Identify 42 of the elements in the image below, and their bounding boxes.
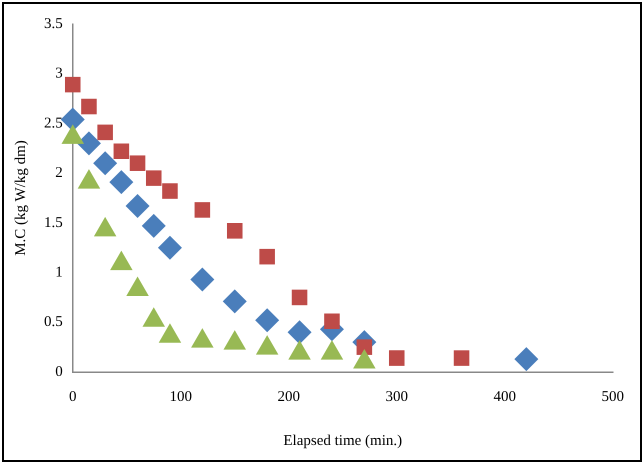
point — [190, 268, 214, 292]
y-tick-label: 2.5 — [44, 115, 63, 132]
x-tick-label: 300 — [386, 388, 408, 405]
x-tick-label: 200 — [278, 388, 300, 405]
point — [454, 350, 470, 366]
y-tick-label: 0.5 — [44, 314, 63, 330]
point — [93, 151, 118, 176]
point — [259, 248, 275, 264]
point — [158, 236, 182, 260]
y-tick-label: 0 — [55, 364, 63, 380]
y-tick-label: 3 — [55, 66, 63, 82]
point — [97, 124, 113, 140]
point — [142, 214, 166, 238]
y-tick-label: 3.5 — [44, 16, 63, 32]
x-tick-label: 500 — [602, 388, 624, 405]
point — [146, 170, 162, 186]
point — [255, 308, 280, 332]
x-axis-title: Elapsed time (min.) — [283, 432, 402, 449]
y-tick-label: 1.5 — [44, 214, 63, 231]
x-tick-label: 100 — [170, 388, 192, 405]
point — [76, 131, 101, 156]
point — [388, 350, 405, 366]
y-tick-label: 1 — [55, 264, 63, 281]
y-axis-title: M.C (kg W/kg dm) — [12, 140, 29, 256]
point — [194, 202, 210, 218]
x-tick-label: 400 — [494, 388, 516, 405]
y-tick-label: 2 — [55, 165, 63, 182]
point — [292, 290, 308, 306]
point — [81, 98, 97, 114]
point — [324, 314, 340, 330]
point — [356, 339, 372, 355]
point — [64, 76, 81, 92]
point — [109, 170, 134, 194]
point — [222, 289, 247, 314]
point — [114, 143, 130, 160]
point — [126, 194, 150, 218]
point — [288, 320, 312, 344]
x-tick-label: 0 — [69, 388, 76, 405]
point — [514, 347, 538, 372]
point — [162, 183, 178, 199]
point — [226, 223, 243, 239]
point — [130, 155, 146, 171]
